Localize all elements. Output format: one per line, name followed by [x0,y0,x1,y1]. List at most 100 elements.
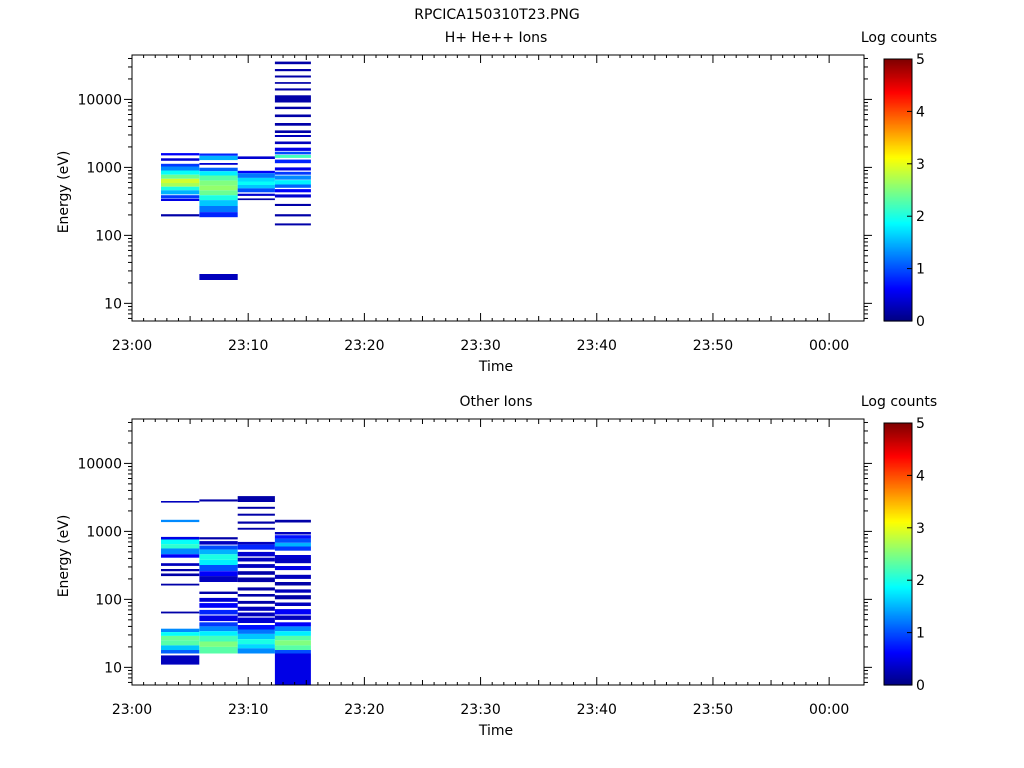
spectrogram-cell [274,555,311,559]
colorbar-strip [884,440,912,442]
colorbar-strip [884,594,912,597]
spectrogram-cell [199,591,238,594]
colorbar-strip [884,554,912,556]
colorbar-strip [884,557,912,560]
spectrogram-cell [161,611,200,614]
colorbar-strip [884,500,912,503]
colorbar-strip [884,533,912,535]
colorbar-strip [884,577,912,580]
colorbar-strip [884,210,912,213]
colorbar-strip [884,127,912,130]
colorbar-strip [884,516,912,518]
colorbar-strip [884,102,912,105]
spectrogram-cell [199,576,238,582]
colorbar-strip [884,166,912,169]
colorbar-strip [884,654,912,657]
colorbar-strip [884,203,912,206]
colorbar-strip [884,497,912,500]
colorbar-strip [884,574,912,577]
colorbar-strip [884,214,912,217]
colorbar-strip [884,157,912,160]
colorbar-strip [884,618,912,621]
colorbar-strip [884,245,912,247]
colorbar-strip [884,137,912,140]
x-axis-label: Time [478,723,513,739]
colorbar-strip [884,582,912,585]
spectrogram-cell [161,573,200,577]
colorbar-strip [884,451,912,454]
colorbar-strip [884,99,912,102]
colorbar-strip [884,536,912,539]
colorbar-strip [884,559,912,562]
colorbar-strip [884,522,912,525]
colorbar-strip [884,231,912,234]
colorbar-strip [884,430,912,433]
colorbar-strip [884,85,912,88]
colorbar-strip [884,488,912,491]
colorbar-strip [884,221,912,224]
colorbar-strip [884,165,912,168]
colorbar-strip [884,163,912,166]
spectrogram-cell [274,615,311,620]
x-tick-label: 23:50 [693,702,733,718]
colorbar-strip [884,626,912,628]
spectrogram-cell [274,75,311,78]
colorbar-strip [884,480,912,483]
colorbar-strip [884,250,912,253]
colorbar-strip [884,159,912,162]
colorbar-strip [884,117,912,120]
colorbar-strip [884,470,912,473]
colorbar-strip [884,504,912,507]
colorbar-strip [884,623,912,626]
colorbar-strip [884,243,912,246]
spectrogram-cell [274,69,311,72]
colorbar-strip [884,91,912,94]
colorbar-strip [884,288,912,291]
spectrogram-cell [161,583,200,586]
colorbar-strip [884,213,912,216]
colorbar-strip [884,307,912,310]
colorbar-strip [884,489,912,492]
colorbar-strip [884,62,912,65]
spectrogram-cell [274,538,311,543]
spectrogram-cell [237,551,275,557]
spectrogram-cell [274,635,311,641]
spectrogram-cell [274,574,311,579]
colorbar-strip [884,492,912,495]
spectrogram-cell [274,106,311,110]
colorbar-strip [884,585,912,588]
y-tick-label: 10000 [77,92,122,108]
spectrogram-cell [199,549,238,555]
colorbar-tick-label: 3 [916,521,925,537]
x-tick-label: 23:40 [577,338,617,354]
colorbar-strip [884,246,912,249]
spectrogram-cell [274,542,311,547]
colorbar-strip [884,234,912,237]
colorbar-strip [884,262,912,264]
colorbar-strip [884,660,912,663]
colorbar-strip [884,148,912,150]
colorbar-strip [884,184,912,187]
colorbar-strip [884,268,912,271]
colorbar-strip [884,436,912,439]
spectrogram-cell [274,180,311,185]
colorbar-strip [884,681,912,683]
colorbar-strip [884,588,912,590]
spectrogram-cell [199,190,238,196]
colorbar-strip [884,546,912,549]
spectrogram-cell [161,186,200,191]
colorbar-strip [884,87,912,90]
colorbar-strip [884,674,912,677]
spectrogram-cell [274,595,311,600]
colorbar-strip [884,526,912,529]
colorbar-strip [884,643,912,645]
spectrogram-cell [199,537,238,540]
colorbar-strip [884,428,912,431]
spectrogram-cell [274,609,311,615]
colorbar-strip [884,523,912,526]
spectrogram-cell [237,577,275,583]
colorbar-strip [884,597,912,600]
colorbar-strip [884,267,912,270]
colorbar-strip [884,138,912,141]
